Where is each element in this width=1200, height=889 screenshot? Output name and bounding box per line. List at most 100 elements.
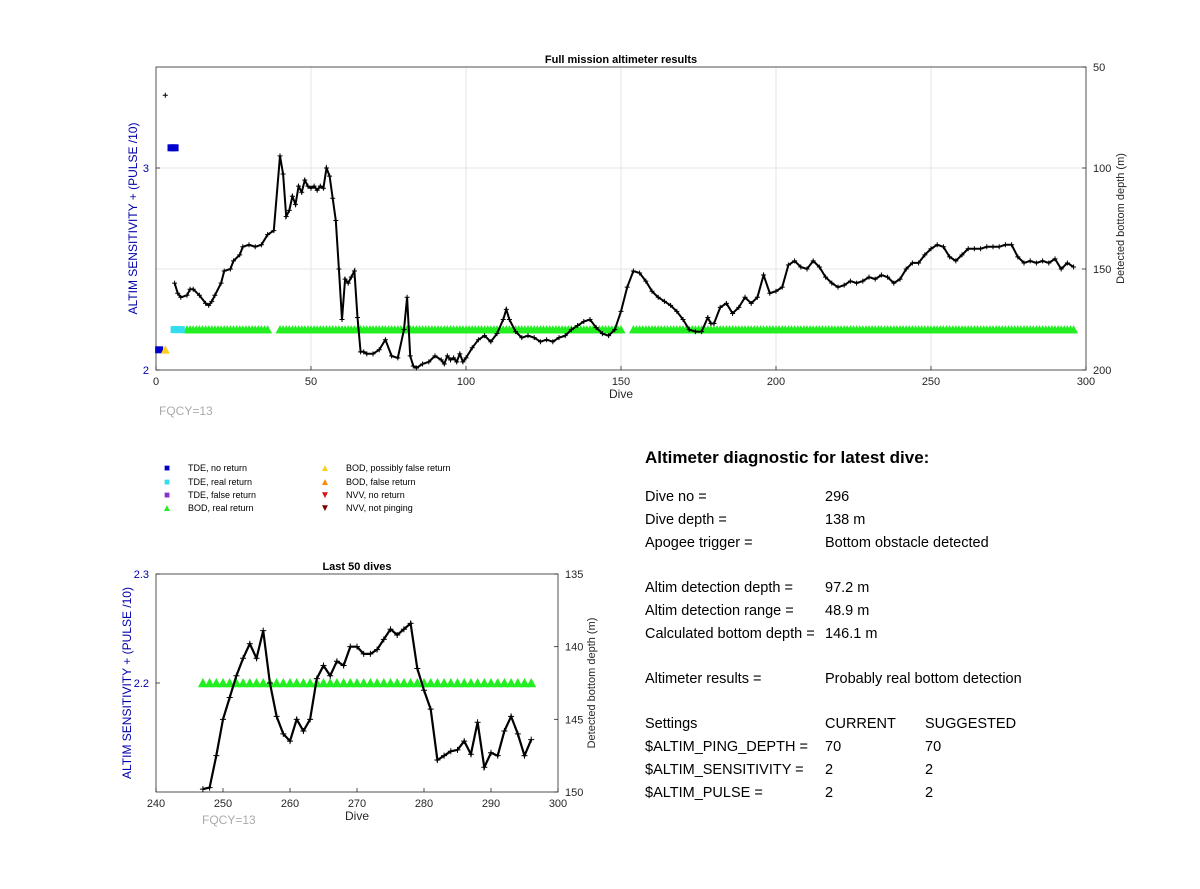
bottom-depth-point [767, 290, 773, 296]
bod-real-return-marker [271, 678, 282, 688]
bottom-depth-point [488, 749, 494, 756]
bottom-depth-point [258, 242, 264, 248]
bottom-depth-point [246, 242, 252, 248]
bottom-depth-point [361, 349, 367, 355]
bottom-depth-point [500, 317, 506, 322]
bottom-depth-point [978, 246, 984, 252]
bottom-depth-point [897, 276, 903, 282]
x-tick-label: 250 [922, 376, 940, 388]
bottom-depth-point [389, 353, 395, 359]
legend-item-bod-false-return: ▲ BOD, false return [318, 477, 415, 488]
bottom-depth-point [494, 752, 501, 759]
bottom-depth-point [407, 620, 414, 627]
setting-pulse: $ALTIM_PULSE = 2 2 [645, 785, 934, 801]
bod-real-return-marker [325, 678, 336, 688]
bod-real-return-marker [338, 678, 349, 688]
diag-row-detection-depth: Altim detection depth = 97.2 m [645, 580, 870, 596]
bottom-depth-point [441, 752, 448, 759]
bottom-depth-point [184, 292, 190, 298]
bottom-depth-point [513, 329, 519, 335]
bottom-depth-point [345, 280, 351, 286]
square-marker-icon: ■ [163, 490, 171, 501]
bottom-depth-point [421, 687, 427, 694]
bottom-depth-point [327, 672, 334, 679]
tde-no-return-marker [155, 346, 164, 354]
bottom-depth-point [488, 339, 494, 345]
bottom-depth-point [519, 335, 525, 341]
y-axis-label: ALTIM SENSITIVITY + (PULSE /10) [126, 123, 140, 315]
x-tick-label: 240 [147, 798, 165, 810]
bod-real-return-marker [345, 678, 356, 688]
bod-real-return-marker [425, 678, 436, 688]
bottom-depth-point [1033, 260, 1039, 266]
bottom-depth-point [467, 751, 474, 758]
bottom-depth-point [823, 274, 829, 280]
bottom-depth-point [277, 153, 283, 159]
bottom-depth-point [810, 258, 816, 264]
bottom-depth-point [454, 746, 461, 753]
bottom-depth-point [773, 288, 779, 294]
bottom-depth-point [266, 680, 273, 686]
bottom-depth-point [420, 361, 426, 367]
bottom-depth-point [226, 694, 233, 701]
bottom-depth-point [643, 278, 649, 284]
triangle-down-marker-icon: ▼ [320, 490, 330, 501]
y-tick-label: 3 [143, 163, 149, 175]
bottom-depth-point [348, 274, 354, 280]
bod-real-return-marker [352, 678, 362, 688]
bod-real-return-marker [378, 678, 389, 688]
bottom-depth-point [300, 727, 307, 734]
bottom-depth-point [370, 351, 376, 357]
diag-row-dive-depth: Dive depth = 138 m [645, 512, 866, 528]
x-axis-label: Dive [345, 809, 369, 823]
bottom-depth-point [454, 359, 460, 365]
bod-real-return-marker [318, 678, 329, 688]
bottom-depth-point [1052, 256, 1058, 262]
bottom-depth-point [521, 752, 528, 759]
x-tick-label: 250 [214, 798, 232, 810]
bottom-depth-point [299, 189, 305, 195]
bottom-depth-point [618, 308, 624, 314]
bottom-depth-point [550, 339, 556, 345]
bottom-depth-point [599, 331, 605, 337]
bottom-depth-point [717, 304, 723, 310]
bottom-depth-point [320, 662, 327, 669]
bottom-depth-point [754, 294, 760, 300]
bottom-depth-point [287, 738, 293, 745]
bod-real-return-marker [486, 678, 496, 688]
bottom-depth-point [674, 308, 680, 314]
bottom-depth-point [761, 272, 767, 278]
bod-real-return-marker [499, 678, 510, 688]
bod-real-return-marker [512, 678, 523, 688]
bod-real-return-marker [372, 678, 383, 688]
bottom-depth-point [317, 183, 323, 189]
bottom-depth-point [661, 298, 667, 304]
bottom-depth-point [996, 244, 1002, 250]
square-marker-icon: ■ [163, 477, 171, 488]
y-right-tick-label: 100 [1093, 163, 1111, 175]
bottom-depth-point [342, 276, 348, 282]
bottom-depth-point [354, 643, 360, 650]
bottom-depth-point [503, 306, 509, 312]
bod-real-return-marker [197, 678, 208, 688]
legend-item-nvv-no-return: ▼ NVV, no return [318, 490, 405, 501]
bottom-depth-point [387, 626, 394, 633]
bottom-depth-point [680, 317, 686, 322]
bottom-depth-point [528, 736, 535, 743]
bottom-depth-point [730, 310, 736, 316]
bottom-depth-point [953, 258, 959, 264]
bottom-depth-point [537, 339, 543, 345]
bottom-depth-point [221, 268, 227, 274]
bod-real-return-marker [278, 678, 289, 688]
bottom-depth-point [872, 276, 878, 282]
legend-item-tde-no-return: ■ TDE, no return [160, 463, 247, 474]
bottom-depth-point [612, 327, 618, 333]
bod-real-return-marker [616, 325, 626, 334]
bod-real-return-marker [405, 678, 416, 688]
bottom-depth-point [463, 355, 469, 361]
y-right-tick-label: 200 [1093, 365, 1111, 377]
bod-real-return-marker [211, 678, 222, 688]
bottom-depth-point [432, 353, 438, 359]
diag-row-detection-range: Altim detection range = 48.9 m [645, 603, 870, 619]
